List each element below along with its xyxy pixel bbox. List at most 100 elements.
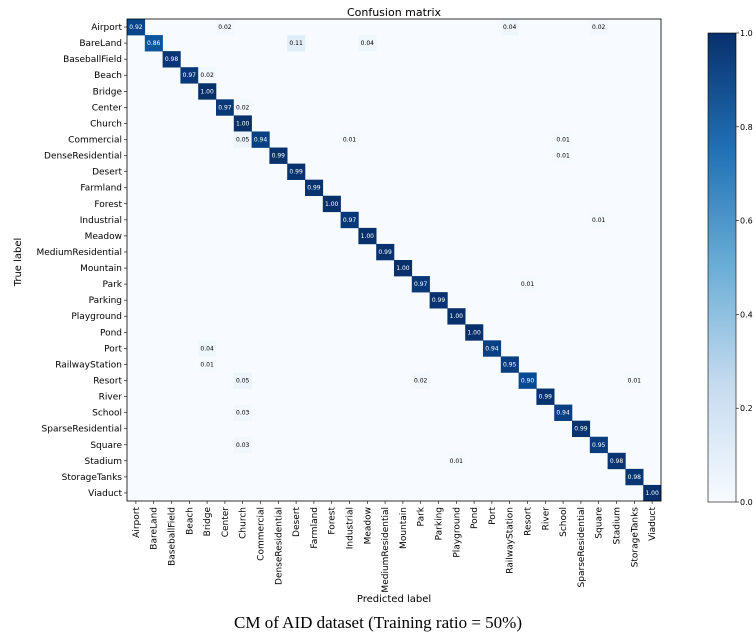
heatmap-cell	[233, 436, 252, 454]
cell-value-label: 0.04	[361, 40, 375, 47]
x-tick-label: School	[559, 507, 569, 537]
y-tick-label: Beach	[94, 71, 122, 81]
cell-value-label: 0.02	[200, 72, 214, 79]
y-tick-label: BaseballField	[63, 55, 122, 65]
heatmap-cell	[429, 292, 448, 309]
x-tick-label: Pond	[470, 507, 480, 529]
x-tick-label: DenseResidential	[274, 507, 284, 585]
heatmap-cell	[127, 19, 146, 36]
y-tick-label: Industrial	[80, 216, 122, 226]
cell-value-label: 0.01	[592, 217, 606, 224]
cell-value-label: 0.05	[236, 137, 250, 144]
x-tick-label: BareLand	[150, 507, 160, 550]
heatmap-cell	[500, 19, 519, 36]
heatmap-cell	[322, 195, 341, 213]
colorbar-tick-label: 0.6	[740, 217, 753, 226]
cell-value-label: 0.01	[556, 153, 570, 160]
heatmap-cell	[411, 276, 430, 293]
x-tick-label: Meadow	[363, 507, 373, 544]
x-tick-label: Forest	[328, 507, 338, 535]
cell-value-labels: 0.92 0.02 0.04 0.020.86 0.11 0.040.980.97 0.02…	[129, 24, 659, 497]
cell-value-label: 0.99	[574, 426, 588, 433]
heatmap-cell	[518, 276, 537, 293]
x-tick-label: River	[541, 507, 551, 531]
cell-value-label: 0.97	[343, 217, 357, 224]
x-tick-label: Commercial	[257, 507, 267, 561]
x-tick-label: BaseballField	[168, 507, 178, 566]
heatmap-cell	[447, 452, 466, 470]
colorbar	[707, 32, 737, 503]
y-tick-label: Playground	[71, 312, 122, 322]
cell-value-label: 0.97	[183, 72, 197, 79]
y-tick-label: Parking	[89, 296, 122, 306]
cell-value-label: 0.03	[236, 410, 250, 417]
x-tick-label: Mountain	[399, 507, 409, 549]
x-tick-label: Bridge	[203, 507, 213, 537]
cell-value-label: 0.99	[307, 185, 321, 192]
cell-value-label: 0.01	[628, 378, 642, 385]
y-tick-label: Resort	[93, 377, 122, 387]
x-axis: Airport BareLand BaseballField Beach Bridge C…	[132, 501, 658, 593]
cell-value-label: 0.02	[592, 24, 606, 31]
y-tick-label: Church	[90, 119, 122, 129]
heatmap-cell	[358, 35, 377, 52]
x-tick-label: Viaduct	[648, 507, 658, 541]
y-tick-label: MediumResidential	[36, 248, 122, 258]
heatmap-cell	[411, 372, 430, 389]
cell-value-label: 0.94	[254, 137, 268, 144]
x-axis-label: Predicted label	[357, 594, 431, 605]
cell-value-label: 1.00	[467, 329, 481, 336]
cell-value-label: 1.00	[645, 490, 659, 497]
cell-value-label: 0.98	[165, 56, 179, 63]
cell-value-label: 0.94	[485, 345, 499, 352]
y-tick-label: Stadium	[85, 457, 122, 467]
heatmap-cell	[589, 19, 608, 36]
colorbar-tick-label: 1.0	[740, 29, 753, 38]
x-tick-label: Parking	[435, 507, 445, 540]
heatmap-cell	[518, 372, 537, 389]
y-tick-label: Viaduct	[88, 489, 122, 499]
heatmap-cell	[500, 356, 519, 373]
y-tick-label: Forest	[94, 200, 122, 210]
x-tick-label: Square	[595, 507, 605, 539]
colorbar-tick-label: 0.0	[740, 498, 753, 507]
cell-value-label: 0.02	[236, 104, 250, 111]
cell-value-label: 0.92	[129, 24, 143, 31]
x-tick-label: Stadium	[613, 507, 623, 544]
cell-value-label: 0.11	[289, 40, 303, 47]
x-tick-label: RailwayStation	[506, 507, 516, 574]
cell-value-label: 0.03	[236, 442, 250, 449]
x-tick-label: Resort	[524, 507, 534, 536]
y-tick-label: Commercial	[68, 136, 122, 146]
cell-value-label: 0.90	[521, 378, 535, 385]
x-tick-label: Industrial	[346, 507, 356, 549]
y-tick-label: Airport	[91, 23, 122, 33]
y-tick-label: RailwayStation	[55, 360, 122, 370]
cell-value-label: 1.00	[325, 201, 339, 208]
x-tick-label: Airport	[132, 507, 142, 538]
heatmap-cell	[216, 19, 235, 36]
heatmap-cell	[625, 468, 644, 486]
heatmap-cell	[589, 436, 608, 454]
cell-value-label: 0.98	[610, 458, 624, 465]
y-tick-label: River	[99, 393, 123, 403]
chart-title: Confusion matrix	[347, 6, 442, 19]
x-tick-label: Desert	[292, 507, 302, 537]
cell-value-label: 0.02	[414, 378, 428, 385]
y-tick-label: Mountain	[80, 264, 122, 274]
heatmap-cell	[554, 404, 573, 421]
x-tick-label: Park	[417, 506, 427, 526]
x-tick-label: SparseResidential	[577, 507, 587, 587]
y-tick-label: Farmland	[80, 184, 122, 194]
y-tick-label: SparseResidential	[42, 425, 122, 435]
heatmap-cell	[269, 147, 288, 164]
cell-value-label: 0.01	[450, 458, 464, 465]
cell-value-label: 0.99	[378, 249, 392, 256]
cell-value-label: 0.95	[503, 361, 517, 368]
y-axis-label: True label	[13, 238, 24, 288]
heatmap-cell	[144, 35, 163, 52]
y-tick-label: BareLand	[79, 39, 122, 49]
cell-value-label: 0.05	[236, 378, 250, 385]
heatmap-cell	[198, 83, 217, 100]
